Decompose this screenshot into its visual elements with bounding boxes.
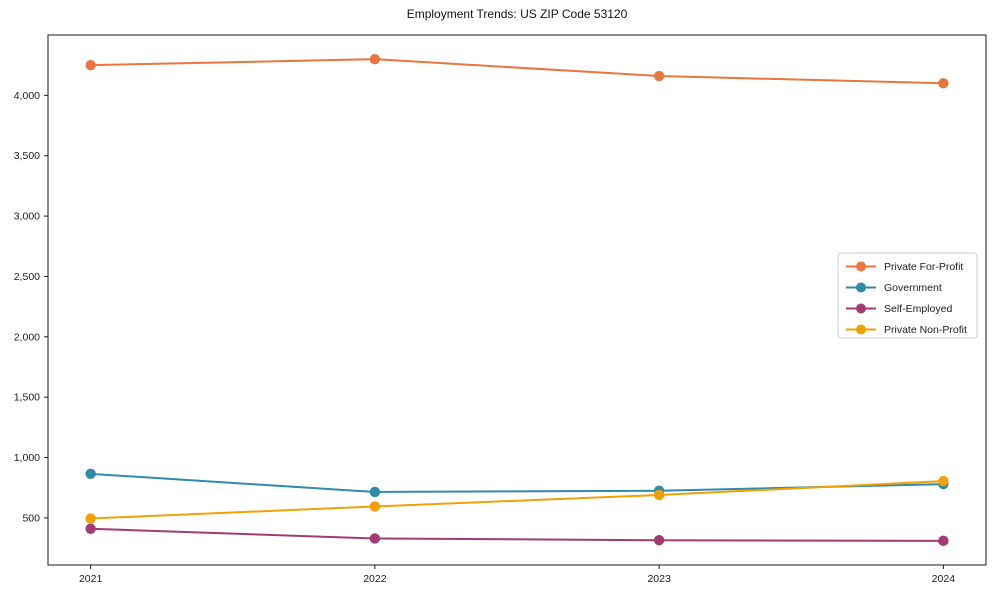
legend-marker-swatch [856, 324, 866, 335]
y-axis-tick-label: 1,500 [14, 392, 40, 404]
legend-box [837, 252, 978, 339]
data-point-marker [938, 535, 949, 547]
legend-label: Self-Employed [884, 303, 952, 315]
legend-label: Private Non-Profit [884, 324, 967, 336]
x-axis-tick-label: 2021 [79, 573, 103, 585]
data-point-marker [85, 523, 96, 534]
legend-label: Private For-Profit [884, 261, 963, 273]
data-point-marker [653, 535, 665, 546]
chart-title: Employment Trends: US ZIP Code 53120 [406, 7, 628, 21]
series-line [90, 58, 944, 85]
y-axis-tick-label: 3,500 [14, 150, 40, 162]
y-axis-tick-label: 1,000 [14, 452, 40, 464]
legend-marker-swatch [856, 261, 866, 272]
x-axis-tick-label: 2022 [363, 573, 387, 585]
data-point-marker [369, 501, 381, 512]
legend-marker-swatch [856, 282, 866, 293]
legend-label: Government [884, 282, 942, 294]
data-point-marker [85, 513, 96, 524]
plot-area-frame [47, 34, 987, 566]
x-axis-tick-label: 2023 [647, 573, 671, 585]
data-point-marker [369, 53, 381, 65]
series-line [90, 480, 944, 520]
data-point-marker [85, 468, 96, 480]
y-axis-tick-label: 2,500 [14, 271, 40, 283]
y-axis-tick-label: 2,000 [14, 331, 40, 343]
y-axis-tick-label: 3,000 [14, 211, 40, 223]
data-point-marker [938, 78, 949, 89]
legend-marker-swatch [856, 303, 866, 314]
data-point-marker [369, 486, 381, 498]
x-axis-tick-label: 2024 [932, 573, 956, 585]
y-axis-tick-label: 4,000 [14, 90, 40, 102]
y-axis-tick-label: 500 [22, 512, 40, 524]
data-point-marker [653, 489, 665, 501]
series-line [90, 472, 944, 493]
data-point-marker [653, 70, 665, 82]
series-line [90, 527, 944, 542]
data-point-marker [938, 475, 949, 487]
data-point-marker [369, 533, 381, 544]
data-point-marker [85, 59, 96, 71]
